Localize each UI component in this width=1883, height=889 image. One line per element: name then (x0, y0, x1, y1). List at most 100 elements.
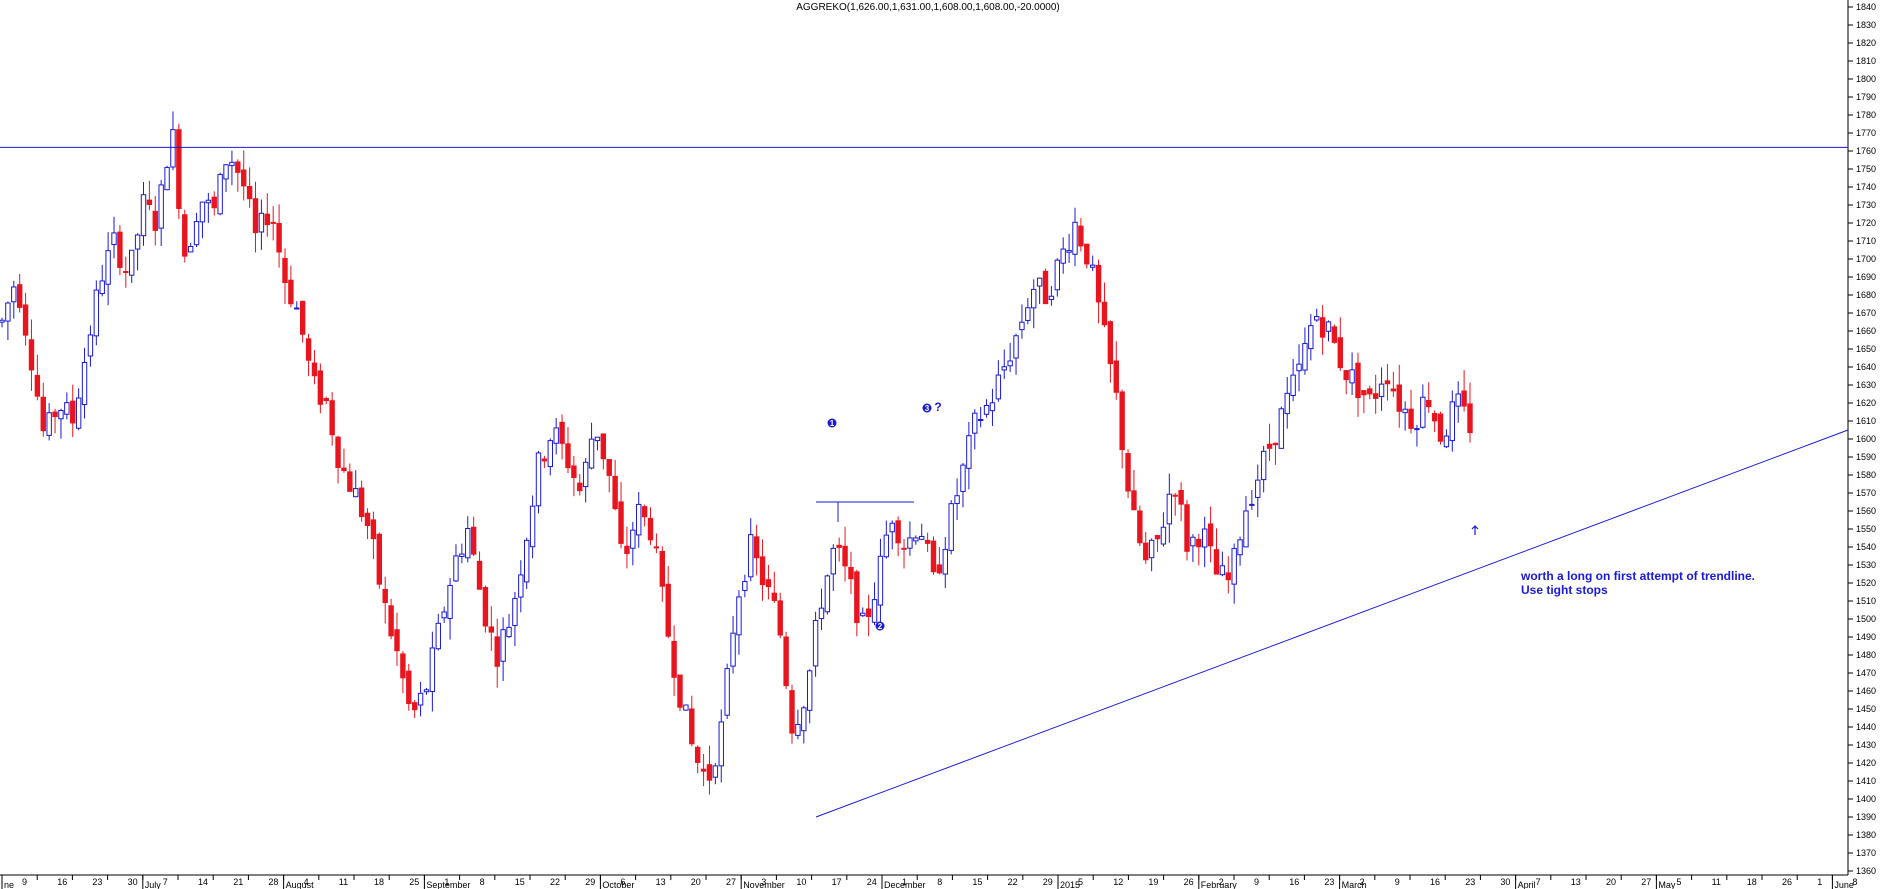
y-tick-label: 1810 (1856, 56, 1876, 66)
candle-body (64, 402, 70, 415)
y-tick-label: 1400 (1856, 794, 1876, 804)
candle-body (1349, 369, 1355, 384)
candle-body (553, 427, 559, 444)
candle-body (1054, 259, 1061, 291)
candle-body (830, 547, 836, 575)
candle-body (659, 550, 666, 587)
y-tick-label: 1770 (1856, 128, 1876, 138)
candle-body (406, 670, 412, 704)
x-tick-label: 2 (1219, 877, 1224, 887)
y-tick-label: 1830 (1856, 20, 1876, 30)
candle-body (854, 571, 860, 624)
month-label: May (1658, 880, 1676, 889)
x-tick-label: 29 (585, 877, 595, 887)
candles (0, 111, 1473, 795)
candle-body (99, 280, 105, 294)
candle-body (329, 400, 335, 436)
month-label: April (1518, 880, 1536, 889)
candle-body (400, 653, 406, 679)
candle-body (1367, 388, 1373, 395)
y-tick-label: 1530 (1856, 560, 1876, 570)
candle-body (913, 537, 919, 542)
candle-body (529, 505, 536, 548)
y-tick-label: 1690 (1856, 272, 1876, 282)
candle-body (818, 607, 825, 620)
candle-body (1078, 225, 1084, 247)
y-tick-label: 1840 (1856, 2, 1876, 12)
x-tick-label: 2 (1360, 877, 1365, 887)
candle-body (370, 519, 377, 540)
candle-body (1001, 366, 1007, 371)
candle-body (388, 605, 394, 637)
candle-body (748, 534, 754, 578)
candle-body (777, 600, 783, 636)
y-tick-label: 1500 (1856, 614, 1876, 624)
candle-body (954, 495, 960, 505)
x-tick-label: 23 (1465, 877, 1475, 887)
candle-body (123, 271, 129, 274)
y-tick-label: 1390 (1856, 812, 1876, 822)
candle-body (636, 503, 642, 536)
candle-body (246, 185, 253, 200)
x-tick-label: 26 (1184, 877, 1194, 887)
candle-body (465, 528, 471, 559)
candle-body (966, 435, 972, 469)
candle-body (848, 566, 854, 580)
candle-body (524, 539, 530, 583)
candle-body (129, 249, 135, 276)
candle-body (977, 418, 984, 421)
x-tick-label: 8 (1852, 877, 1857, 887)
x-tick-label: 19 (1148, 877, 1158, 887)
candle-body (335, 436, 341, 468)
marker-label: 3 (925, 404, 930, 413)
x-tick-label: 21 (233, 877, 243, 887)
candle-body (1060, 248, 1066, 264)
candle-body (1225, 572, 1231, 581)
candle-body (924, 539, 931, 544)
candle-body (1231, 548, 1237, 585)
candle-body (618, 501, 624, 544)
candle-body (759, 556, 766, 586)
candle-body (40, 396, 46, 432)
candle-body (1266, 443, 1273, 449)
candle-body (182, 214, 188, 257)
candle-body (730, 632, 736, 667)
candle-body (671, 640, 677, 678)
candle-body (1201, 528, 1208, 548)
candle-body (1178, 489, 1184, 505)
candle-body (765, 579, 772, 588)
candle-body (895, 520, 901, 544)
candle-body (1048, 295, 1055, 300)
y-tick-label: 1670 (1856, 308, 1876, 318)
candle-body (1196, 538, 1202, 548)
x-tick-label: 15 (515, 877, 525, 887)
x-tick-label: 23 (1324, 877, 1334, 887)
candle-body (93, 289, 100, 337)
y-tick-label: 1380 (1856, 830, 1876, 840)
candle-body (571, 465, 577, 478)
x-tick-label: 16 (57, 877, 67, 887)
x-axis: 9 16 23 30 7 14 21 28 4 11 18 25 1 8 15 22 29 6 13 20 27 3 10 1… (1, 875, 1857, 889)
y-tick-label: 1560 (1856, 506, 1876, 516)
candle-body (1296, 363, 1302, 372)
candle-body (889, 522, 895, 533)
candle-body (1461, 390, 1467, 407)
candle-body (518, 574, 524, 598)
month-label: November (743, 880, 785, 889)
candle-body (252, 198, 259, 234)
candle-body (211, 196, 217, 209)
candle-body (653, 546, 660, 549)
overlays: 1 2 3? (0, 146, 1849, 818)
candle-body (1148, 539, 1155, 559)
candle-body (1107, 321, 1114, 365)
candle-body (677, 674, 683, 708)
candle-body (105, 250, 111, 285)
candle-body (288, 279, 294, 305)
candle-body (1237, 539, 1243, 556)
candle-body (919, 535, 925, 540)
candle-body (423, 689, 430, 693)
x-tick-label: 1 (1817, 877, 1822, 887)
x-tick-label: 11 (1712, 877, 1721, 887)
candle-body (1378, 383, 1385, 398)
candle-body (81, 362, 88, 406)
